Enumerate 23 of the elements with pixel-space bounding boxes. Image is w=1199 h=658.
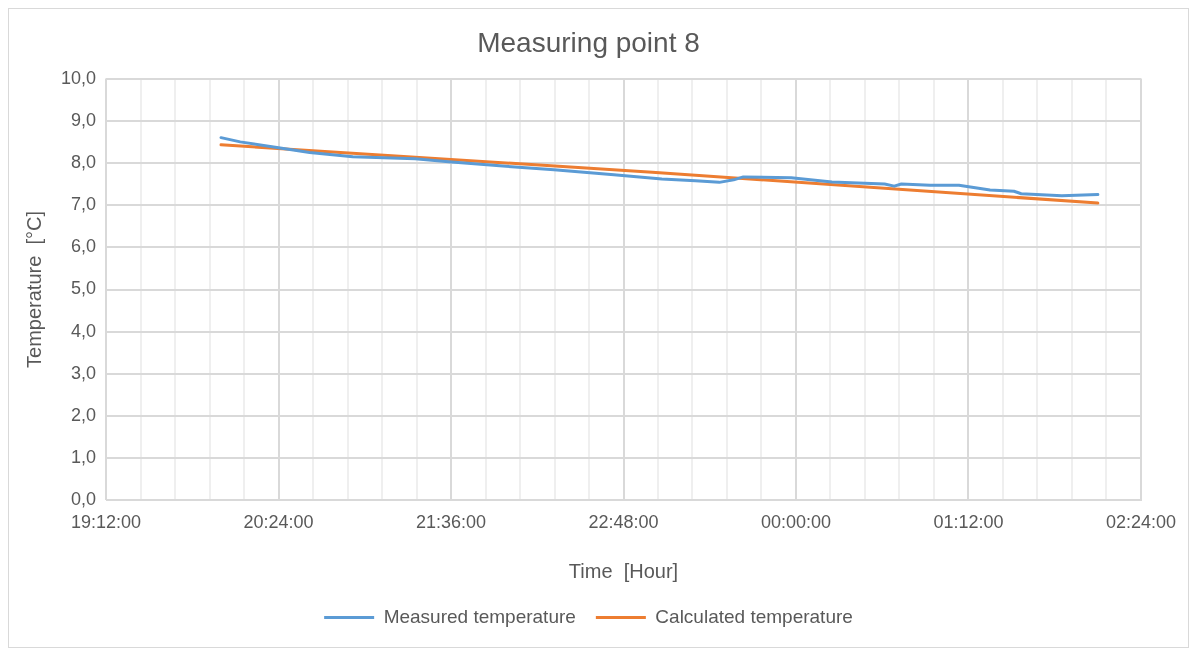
y-tick-label: 8,0 (71, 151, 97, 172)
x-tick-label: 22:48:00 (588, 512, 659, 533)
x-tick-label: 00:00:00 (760, 512, 832, 533)
y-tick-label: 0,0 (71, 489, 97, 510)
y-tick-label: 7,0 (71, 194, 97, 215)
y-tick-label: 1,0 (71, 447, 97, 468)
y-tick-label: 4,0 (71, 320, 97, 341)
y-axis-title: Temperature [°C] (22, 211, 45, 368)
y-tick-label: 10,0 (60, 67, 97, 88)
y-tick-label: 5,0 (71, 278, 97, 299)
legend-label: Measured temperature (383, 605, 576, 627)
y-tick-label: 2,0 (71, 405, 97, 426)
x-tick-label: 01:12:00 (933, 512, 1004, 533)
x-tick-label: 21:36:00 (415, 512, 487, 533)
legend-label: Calculated temperature (655, 605, 853, 627)
y-tick-label: 9,0 (71, 109, 97, 130)
y-tick-label: 3,0 (71, 362, 97, 383)
y-tick-label: 6,0 (71, 236, 97, 257)
x-tick-label: 20:24:00 (243, 512, 314, 533)
x-axis-title: Time [Hour] (568, 559, 679, 582)
x-tick-label: 02:24:00 (1105, 512, 1177, 533)
chart-title: Measuring point 8 (477, 26, 700, 58)
x-tick-label: 19:12:00 (70, 512, 142, 533)
